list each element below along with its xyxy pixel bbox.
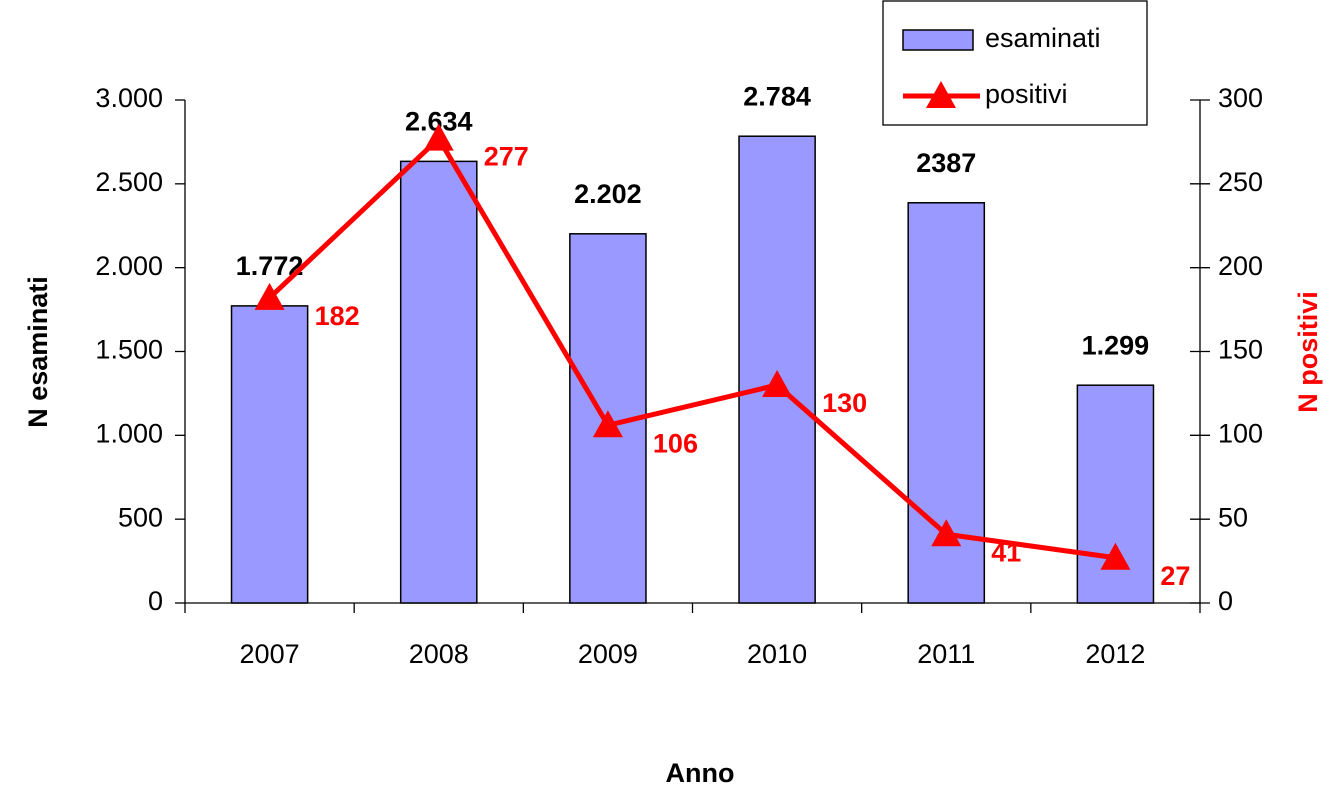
y2-tick-label: 0	[1218, 586, 1233, 616]
y2-tick-label: 150	[1218, 335, 1263, 365]
x-tick-label: 2011	[917, 639, 975, 669]
y2-tick-label: 250	[1218, 167, 1263, 197]
bar	[399, 160, 478, 604]
line-marker	[931, 519, 962, 547]
line-marker	[254, 282, 285, 310]
x-tick-label: 2007	[240, 639, 300, 669]
y2-tick-label: 50	[1218, 502, 1248, 532]
y-axis-label: N esaminati	[23, 276, 53, 428]
line-value-label: 130	[822, 388, 867, 418]
legend-box	[882, 0, 1148, 126]
bar-value-label: 1.299	[1082, 330, 1150, 360]
y-tick-label: 1.000	[95, 418, 163, 448]
x-tick-label: 2012	[1085, 639, 1145, 669]
legend-label: esaminati	[985, 23, 1101, 53]
y2-tick-label: 300	[1218, 83, 1263, 113]
line-marker	[592, 410, 623, 438]
y-tick-label: 2.000	[95, 251, 163, 281]
y2-tick-label: 200	[1218, 251, 1263, 281]
line-value-label: 106	[653, 428, 698, 458]
x-axis-label: Anno	[666, 758, 735, 788]
line-value-label: 27	[1160, 561, 1190, 591]
legend-swatch	[902, 29, 974, 51]
line-value-label: 41	[991, 537, 1021, 567]
bar-value-label: 2.784	[743, 81, 811, 111]
line	[267, 134, 1116, 561]
y-tick-label: 0	[148, 586, 163, 616]
bar	[230, 305, 309, 604]
legend-swatch	[926, 81, 956, 108]
x-tick-label: 2009	[578, 639, 638, 669]
line-value-label: 277	[484, 142, 529, 172]
x-tick-label: 2008	[409, 639, 469, 669]
bar-value-label: 2387	[916, 148, 976, 178]
line-marker	[762, 370, 793, 398]
line-marker	[1100, 542, 1131, 570]
y2-tick-label: 100	[1218, 418, 1263, 448]
x-tick-label: 2010	[747, 639, 807, 669]
bar-value-label: 2.202	[574, 179, 642, 209]
y-tick-label: 2.500	[95, 167, 163, 197]
y-tick-label: 3.000	[95, 83, 163, 113]
legend-label: positivi	[985, 79, 1068, 109]
line-marker	[423, 123, 454, 151]
y2-axis-label: N positivi	[1293, 291, 1323, 413]
line-value-label: 182	[315, 301, 360, 331]
y-tick-label: 1.500	[95, 335, 163, 365]
bar	[1076, 384, 1155, 604]
bar	[738, 135, 816, 604]
y-tick-label: 500	[118, 502, 163, 532]
